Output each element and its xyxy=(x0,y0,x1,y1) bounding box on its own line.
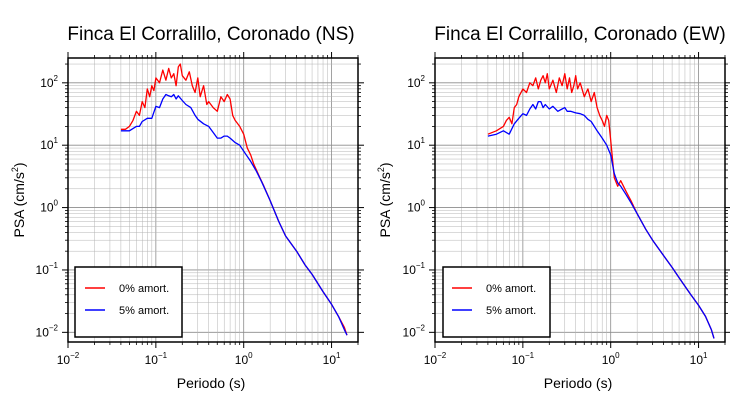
x-tick-label: 100 xyxy=(235,351,253,367)
x-axis-label: Periodo (s) xyxy=(177,375,245,391)
y-axis-label-close: ) xyxy=(377,162,393,167)
y-tick-label: 10−1 xyxy=(403,261,426,277)
legend-box xyxy=(442,266,551,338)
legend-label-0: 0% amort. xyxy=(486,283,536,295)
y-tick-label: 101 xyxy=(40,136,58,152)
x-tick-base: 10 xyxy=(145,353,159,367)
y-axis-label-close: ) xyxy=(11,162,27,167)
y-tick-label: 102 xyxy=(407,74,425,90)
x-tick-label: 10−1 xyxy=(145,351,168,367)
chart-title: Finca El Corralillo, Coronado (EW) xyxy=(434,24,725,45)
y-tick-exponent: 0 xyxy=(421,199,426,208)
y-tick-label: 102 xyxy=(40,74,58,90)
y-tick-exponent: −2 xyxy=(49,323,59,332)
y-tick-exponent: −1 xyxy=(49,261,59,270)
chart-panel-ew: Finca El Corralillo, Coronado (EW) 10−2 1… xyxy=(376,24,730,391)
y-axis-label: PSA (cm/s2) xyxy=(376,162,393,237)
y-tick-base: 10 xyxy=(36,325,50,339)
x-tick-base: 10 xyxy=(690,353,704,367)
y-axis-label-superscript: 2 xyxy=(10,167,20,172)
x-tick-exponent: −2 xyxy=(70,351,80,360)
x-tick-exponent: −1 xyxy=(158,351,168,360)
y-tick-base: 10 xyxy=(40,138,54,152)
x-tick-base: 10 xyxy=(602,353,616,367)
x-tick-label: 100 xyxy=(602,351,620,367)
y-tick-label: 100 xyxy=(407,199,425,215)
plot-frame xyxy=(434,57,726,343)
x-tick-label: 10−1 xyxy=(512,351,535,367)
x-tick-exponent: 0 xyxy=(248,351,253,360)
x-tick-exponent: 0 xyxy=(615,351,620,360)
y-tick-exponent: 2 xyxy=(421,74,426,83)
x-tick-base: 10 xyxy=(235,353,249,367)
y-axis-label-superscript: 2 xyxy=(376,167,386,172)
x-tick-label: 10−2 xyxy=(57,351,80,367)
y-tick-base: 10 xyxy=(40,76,54,90)
y-tick-base: 10 xyxy=(403,325,417,339)
chart-panel-ns: Finca El Corralillo, Coronado (NS) 10−2 1… xyxy=(10,24,364,391)
y-tick-exponent: 1 xyxy=(421,136,426,145)
x-tick-label: 101 xyxy=(690,351,708,367)
y-tick-exponent: 1 xyxy=(54,136,59,145)
y-tick-base: 10 xyxy=(407,138,421,152)
y-axis-label-text: PSA (cm/s xyxy=(377,172,393,237)
y-axis-label-text: PSA (cm/s xyxy=(11,172,27,237)
x-axis-label: Periodo (s) xyxy=(544,375,612,391)
legend-label-0: 0% amort. xyxy=(119,283,169,295)
legend-box xyxy=(74,266,183,338)
x-tick-base: 10 xyxy=(323,353,337,367)
legend: 0% amort. 5% amort. xyxy=(442,266,551,338)
chart-title: Finca El Corralillo, Coronado (NS) xyxy=(67,24,354,45)
x-tick-exponent: −2 xyxy=(437,351,447,360)
y-tick-base: 10 xyxy=(40,201,54,215)
y-tick-exponent: −2 xyxy=(416,323,426,332)
y-tick-base: 10 xyxy=(36,263,50,277)
y-tick-label: 100 xyxy=(40,199,58,215)
legend: 0% amort. 5% amort. xyxy=(74,266,183,338)
y-tick-base: 10 xyxy=(407,201,421,215)
x-tick-base: 10 xyxy=(512,353,526,367)
y-axis-label: PSA (cm/s2) xyxy=(10,162,27,237)
legend-label-1: 5% amort. xyxy=(486,305,536,317)
y-tick-label: 10−2 xyxy=(36,323,59,339)
y-tick-base: 10 xyxy=(407,76,421,90)
x-tick-base: 10 xyxy=(424,353,438,367)
y-tick-exponent: −1 xyxy=(416,261,426,270)
y-tick-base: 10 xyxy=(403,263,417,277)
x-tick-label: 10−2 xyxy=(424,351,447,367)
series-line-1 xyxy=(487,100,715,339)
x-tick-exponent: 1 xyxy=(703,351,708,360)
y-tick-label: 101 xyxy=(407,136,425,152)
legend-label-1: 5% amort. xyxy=(119,305,169,317)
x-tick-label: 101 xyxy=(323,351,341,367)
y-tick-exponent: 0 xyxy=(54,199,59,208)
x-tick-exponent: −1 xyxy=(525,351,535,360)
series-line-1 xyxy=(120,93,348,336)
x-tick-base: 10 xyxy=(57,353,71,367)
y-tick-label: 10−2 xyxy=(403,323,426,339)
plot-frame xyxy=(67,57,359,343)
x-tick-exponent: 1 xyxy=(336,351,341,360)
y-tick-label: 10−1 xyxy=(36,261,59,277)
y-tick-exponent: 2 xyxy=(54,74,59,83)
